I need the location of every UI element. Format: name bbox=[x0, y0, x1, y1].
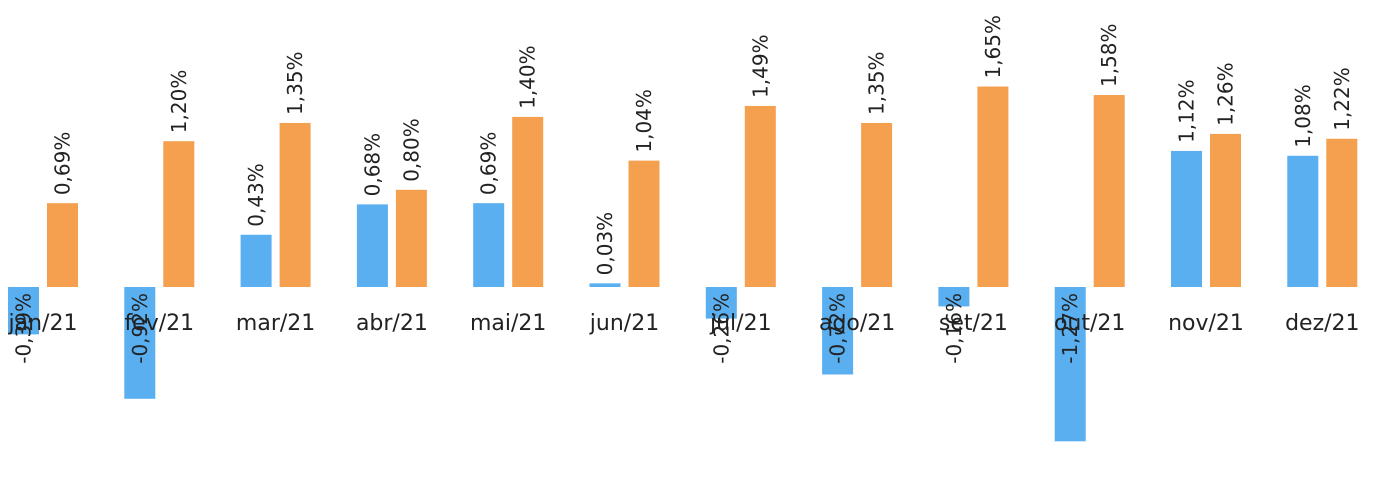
data-label-blue-nov-21: 1,12% bbox=[1175, 79, 1199, 143]
bar-orange-abr-21 bbox=[395, 189, 427, 287]
bar-blue-ago-21 bbox=[822, 287, 854, 375]
bar-orange-dez-21 bbox=[1326, 138, 1358, 287]
data-label-blue-fev-21: -0,92% bbox=[128, 293, 152, 364]
data-label-orange-ago-21: 1,35% bbox=[865, 51, 889, 115]
data-label-blue-ago-21: -0,72% bbox=[826, 293, 850, 364]
data-label-orange-set-21: 1,65% bbox=[981, 15, 1005, 79]
bar-blue-fev-21 bbox=[124, 287, 156, 399]
category-label-mar-21: mar/21 bbox=[236, 311, 315, 336]
data-label-blue-mar-21: 0,43% bbox=[244, 163, 268, 227]
bar-blue-mar-21 bbox=[240, 234, 272, 287]
bar-orange-set-21 bbox=[977, 86, 1009, 288]
category-label-dez-21: dez/21 bbox=[1285, 311, 1359, 336]
category-label-abr-21: abr/21 bbox=[356, 311, 428, 336]
data-label-orange-jan-21: 0,69% bbox=[51, 132, 75, 196]
category-axis-labels: jan/21 fev/21 mar/21 abr/21 mai/21 jun/21 jul/… bbox=[8, 311, 1360, 336]
bar-orange-out-21 bbox=[1093, 95, 1125, 287]
data-label-orange-jul-21: 1,49% bbox=[748, 34, 772, 98]
data-label-blue-jul-21: -0,26% bbox=[709, 293, 733, 364]
data-label-blue-dez-21: 1,08% bbox=[1291, 84, 1315, 148]
data-label-blue-abr-21: 0,68% bbox=[360, 133, 384, 197]
category-label-mai-21: mai/21 bbox=[470, 311, 546, 336]
bar-blue-set-21 bbox=[938, 287, 970, 307]
data-labels-layer: -0,39% 0,69% -0,92% 1,20% 0,43% 1,35% 0,68% 0,8… bbox=[12, 15, 1354, 364]
bar-orange-fev-21 bbox=[163, 141, 195, 287]
category-label-ago-21: ago/21 bbox=[819, 311, 895, 336]
bar-blue-jul-21 bbox=[705, 287, 737, 319]
category-label-out-21: out/21 bbox=[1054, 311, 1125, 336]
bar-blue-jun-21 bbox=[589, 283, 621, 287]
data-label-blue-set-21: -0,16% bbox=[942, 293, 966, 364]
data-label-blue-out-21: -1,27% bbox=[1058, 293, 1082, 364]
data-label-orange-nov-21: 1,26% bbox=[1214, 62, 1238, 126]
bar-blue-out-21 bbox=[1054, 287, 1086, 442]
data-label-orange-mai-21: 1,40% bbox=[516, 45, 540, 109]
data-label-orange-fev-21: 1,20% bbox=[167, 70, 191, 134]
bar-orange-ago-21 bbox=[861, 122, 893, 287]
data-label-orange-abr-21: 0,80% bbox=[399, 118, 423, 182]
data-label-blue-jan-21: -0,39% bbox=[12, 293, 36, 364]
bar-orange-nov-21 bbox=[1210, 133, 1241, 287]
bar-blue-jan-21 bbox=[8, 287, 39, 335]
bar-orange-mai-21 bbox=[512, 116, 544, 288]
data-label-blue-mai-21: 0,69% bbox=[477, 132, 501, 196]
category-label-jan-21: jan/21 bbox=[8, 311, 78, 336]
bar-blue-dez-21 bbox=[1287, 155, 1319, 287]
data-label-orange-dez-21: 1,22% bbox=[1330, 67, 1354, 131]
bar-blue-mai-21 bbox=[473, 203, 505, 287]
category-label-jun-21: jun/21 bbox=[589, 311, 659, 336]
bar-orange-jan-21 bbox=[47, 203, 78, 287]
data-label-blue-jun-21: 0,03% bbox=[593, 212, 617, 276]
bar-orange-mar-21 bbox=[279, 122, 311, 287]
category-label-jul-21: jul/21 bbox=[709, 311, 772, 336]
bar-orange-jul-21 bbox=[744, 105, 776, 287]
category-label-fev-21: fev/21 bbox=[124, 311, 194, 336]
bar-orange-jun-21 bbox=[628, 160, 660, 287]
data-label-orange-out-21: 1,58% bbox=[1097, 23, 1121, 87]
bars-layer bbox=[8, 86, 1358, 442]
data-label-orange-mar-21: 1,35% bbox=[283, 51, 307, 115]
bar-blue-nov-21 bbox=[1171, 150, 1202, 287]
bar-blue-abr-21 bbox=[356, 204, 388, 287]
data-label-orange-jun-21: 1,04% bbox=[632, 89, 656, 153]
category-label-nov-21: nov/21 bbox=[1168, 311, 1244, 336]
category-label-set-21: set/21 bbox=[939, 311, 1008, 336]
